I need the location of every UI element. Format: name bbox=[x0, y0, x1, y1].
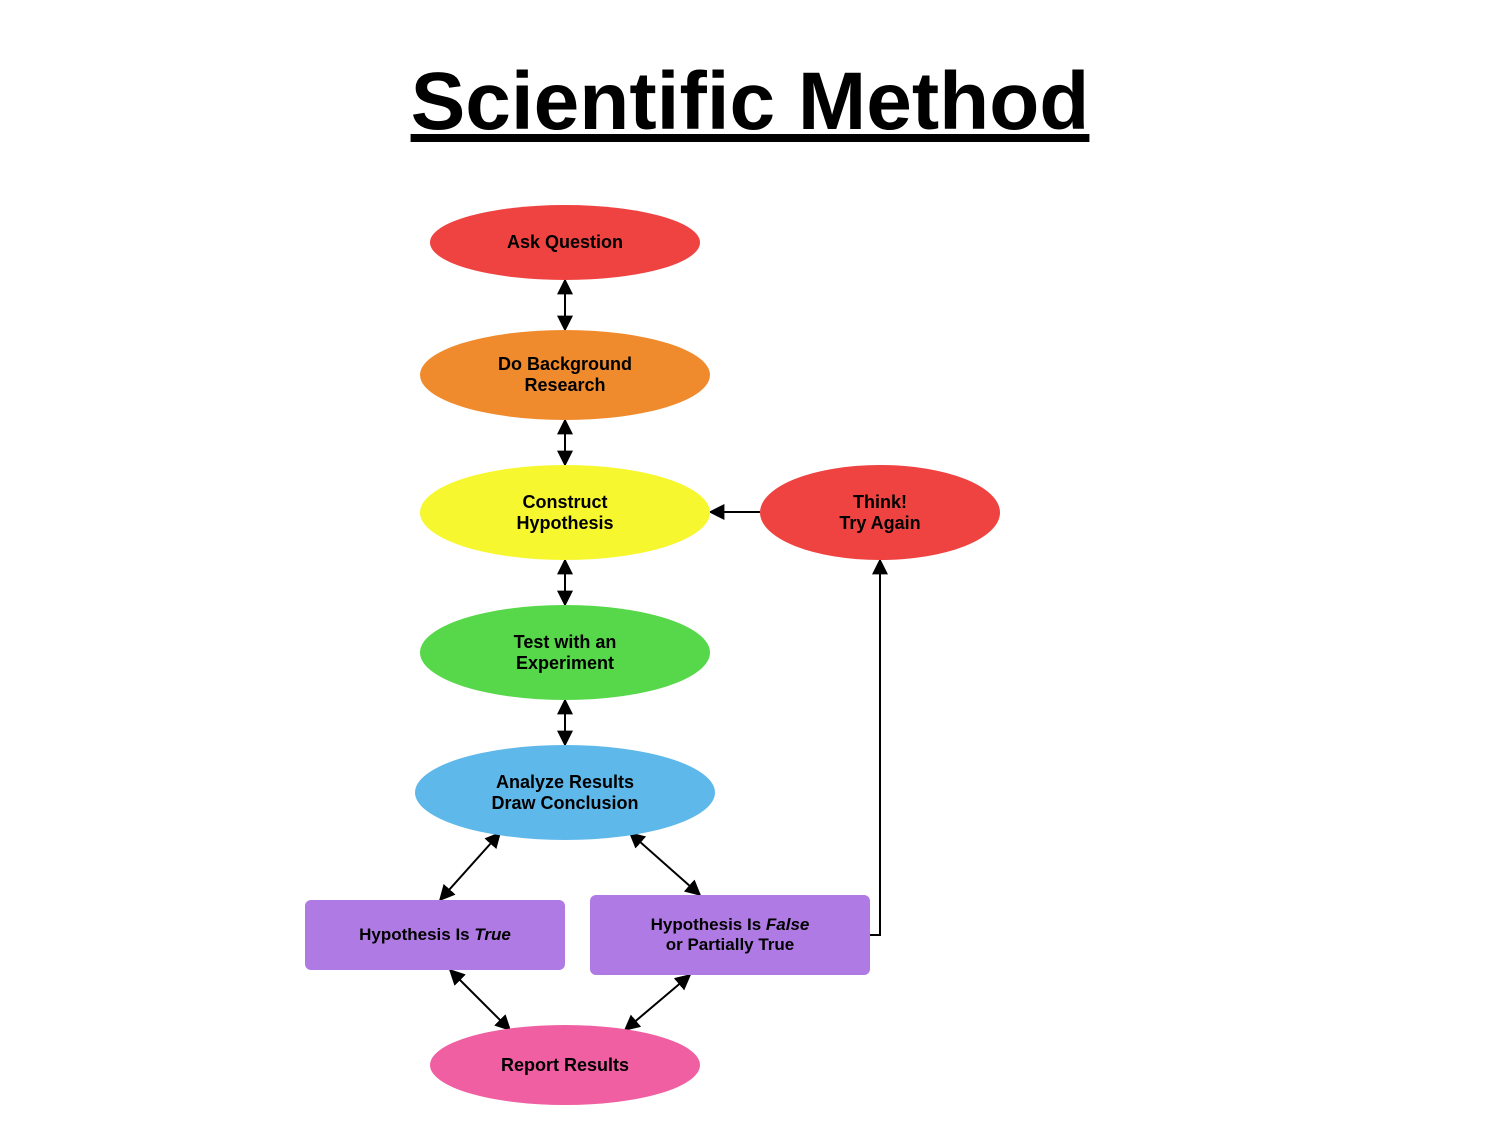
node-hypothesis-true: Hypothesis Is True bbox=[305, 900, 565, 970]
node-label: Report Results bbox=[438, 1055, 692, 1076]
node-label-line: Do Background bbox=[498, 354, 632, 374]
page: Scientific Method Ask Question Do Backgr… bbox=[0, 0, 1500, 1125]
node-label-line: Construct bbox=[523, 492, 608, 512]
node-label-line: Draw Conclusion bbox=[491, 793, 638, 813]
node-label: Ask Question bbox=[438, 232, 692, 253]
diagram-stage: Ask Question Do Background Research Cons… bbox=[0, 0, 1500, 1125]
node-do-background-research: Do Background Research bbox=[420, 330, 710, 420]
node-label-line: Think! bbox=[853, 492, 907, 512]
node-test-experiment: Test with an Experiment bbox=[420, 605, 710, 700]
node-label-line: Hypothesis bbox=[516, 513, 613, 533]
node-label-line: or Partially True bbox=[666, 935, 795, 954]
node-label: Test with an Experiment bbox=[428, 632, 702, 673]
node-label-italic: False bbox=[766, 915, 809, 934]
node-label: Hypothesis Is True bbox=[313, 925, 557, 945]
node-label-text: Hypothesis Is bbox=[651, 915, 766, 934]
node-label: Think! Try Again bbox=[768, 492, 992, 533]
node-label-line: Try Again bbox=[839, 513, 920, 533]
node-label: Hypothesis Is False or Partially True bbox=[598, 915, 862, 954]
node-label-italic: True bbox=[474, 925, 511, 944]
node-analyze-results: Analyze Results Draw Conclusion bbox=[415, 745, 715, 840]
node-ask-question: Ask Question bbox=[430, 205, 700, 280]
node-label: Construct Hypothesis bbox=[428, 492, 702, 533]
node-think-try-again: Think! Try Again bbox=[760, 465, 1000, 560]
node-label: Analyze Results Draw Conclusion bbox=[423, 772, 707, 813]
node-label-line: Analyze Results bbox=[496, 772, 634, 792]
node-label: Do Background Research bbox=[428, 354, 702, 395]
node-label-line: Research bbox=[524, 375, 605, 395]
node-construct-hypothesis: Construct Hypothesis bbox=[420, 465, 710, 560]
node-hypothesis-false: Hypothesis Is False or Partially True bbox=[590, 895, 870, 975]
node-label-text: Hypothesis Is bbox=[359, 925, 474, 944]
node-label-line: Test with an bbox=[514, 632, 617, 652]
node-report-results: Report Results bbox=[430, 1025, 700, 1105]
node-label-line: Experiment bbox=[516, 653, 614, 673]
